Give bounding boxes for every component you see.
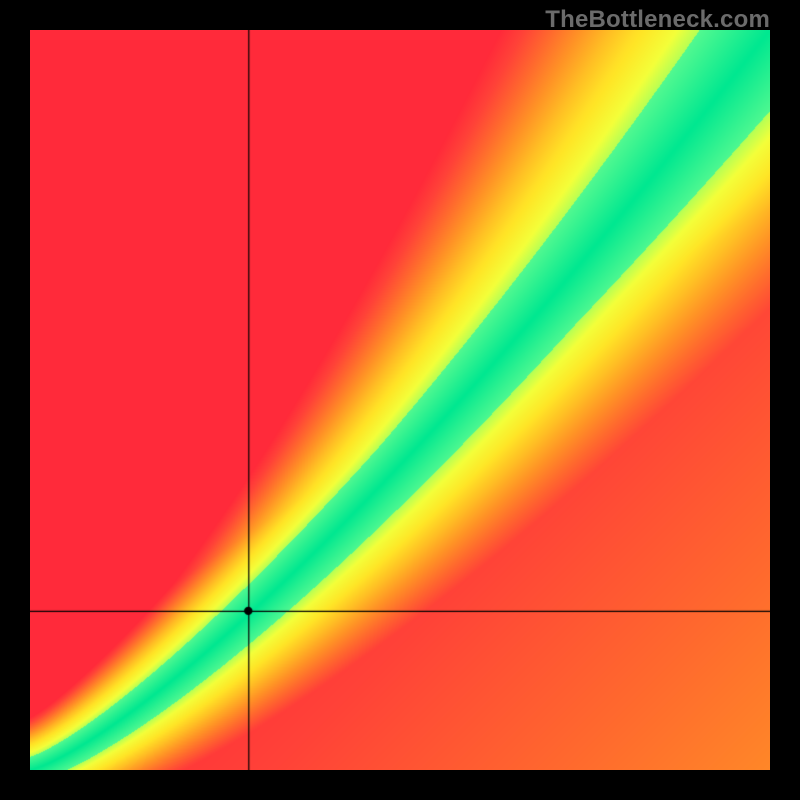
heatmap-canvas [30, 30, 770, 770]
bottleneck-chart-container: TheBottleneck.com [0, 0, 800, 800]
